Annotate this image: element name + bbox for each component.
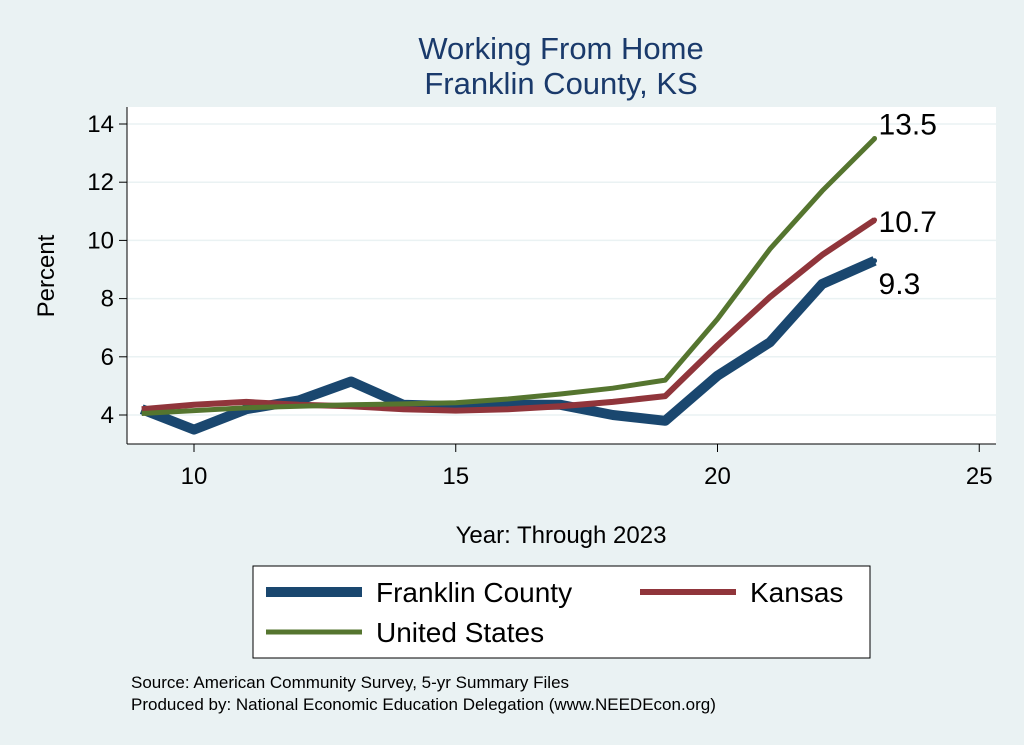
end-point-franklin-county xyxy=(872,258,878,264)
y-ticks: 4 6 8 10 12 14 xyxy=(87,111,127,429)
x-tick-label: 10 xyxy=(181,463,208,490)
legend-label-united-states: United States xyxy=(376,617,544,648)
series-line-united-states xyxy=(141,136,877,416)
y-tick-label: 10 xyxy=(87,227,114,254)
y-tick-label: 12 xyxy=(87,169,114,196)
y-tick-label: 4 xyxy=(101,402,114,429)
y-tick-label: 14 xyxy=(87,111,114,138)
end-point-united-states xyxy=(872,136,878,142)
legend xyxy=(252,565,871,659)
y-tick-label: 8 xyxy=(101,286,114,313)
legend-items: Franklin County Kansas United States xyxy=(266,577,843,648)
x-tick-label: 20 xyxy=(704,463,731,490)
series-lines xyxy=(139,136,877,435)
end-label-united-states: 13.5 xyxy=(879,109,937,142)
x-tick-label: 15 xyxy=(442,463,469,490)
grid-lines xyxy=(127,123,996,416)
y-tick-label: 6 xyxy=(101,344,114,371)
legend-label-franklin-county: Franklin County xyxy=(376,577,572,608)
x-axis-label: Year: Through 2023 xyxy=(456,522,667,549)
produced-by-line: Produced by: National Economic Education… xyxy=(131,695,716,714)
chart-title: Working From Home xyxy=(418,31,703,66)
legend-label-kansas: Kansas xyxy=(750,577,843,608)
source-line: Source: American Community Survey, 5-yr … xyxy=(131,673,569,692)
end-label-franklin-county: 9.3 xyxy=(879,268,921,301)
x-tick-label: 25 xyxy=(966,463,993,490)
y-axis-label: Percent xyxy=(33,234,60,317)
chart-subtitle: Franklin County, KS xyxy=(424,66,697,101)
end-label-kansas: 10.7 xyxy=(879,206,937,239)
x-ticks: 10 15 20 25 xyxy=(181,444,993,490)
end-labels: 9.3 10.7 13.5 xyxy=(872,109,937,301)
end-point-kansas xyxy=(872,217,878,223)
series-line-kansas xyxy=(141,217,877,414)
